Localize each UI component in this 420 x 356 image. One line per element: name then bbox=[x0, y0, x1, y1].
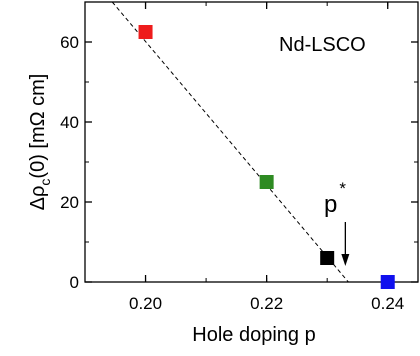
y-tick-label: 60 bbox=[60, 33, 79, 52]
annotation-arrow bbox=[341, 222, 350, 266]
x-tick-label: 0.20 bbox=[129, 294, 162, 313]
x-tick-label: 0.22 bbox=[250, 294, 283, 313]
x-tick-label: 0.24 bbox=[371, 294, 404, 313]
data-point bbox=[380, 275, 395, 289]
fit-line bbox=[111, 1, 349, 283]
annotation-p-star: p* bbox=[324, 179, 346, 218]
x-axis-label: Hole doping p bbox=[192, 324, 315, 346]
tick-layer: 0.20 0.22 0.24 0 20 40 60 bbox=[60, 2, 418, 313]
y-tick-label: 20 bbox=[60, 193, 79, 212]
fit-line-layer bbox=[111, 1, 349, 283]
annotation-arrow-head bbox=[341, 254, 350, 266]
data-point bbox=[320, 251, 335, 265]
y-axis-label: Δρc(0) [mΩ cm] bbox=[27, 74, 53, 211]
chart-title: Nd-LSCO bbox=[279, 34, 366, 56]
y-tick-label: 0 bbox=[70, 273, 79, 292]
y-tick-label: 40 bbox=[60, 113, 79, 132]
data-point bbox=[138, 25, 153, 39]
data-points bbox=[138, 25, 395, 289]
plot-frame bbox=[84, 1, 419, 283]
data-point bbox=[259, 175, 274, 189]
